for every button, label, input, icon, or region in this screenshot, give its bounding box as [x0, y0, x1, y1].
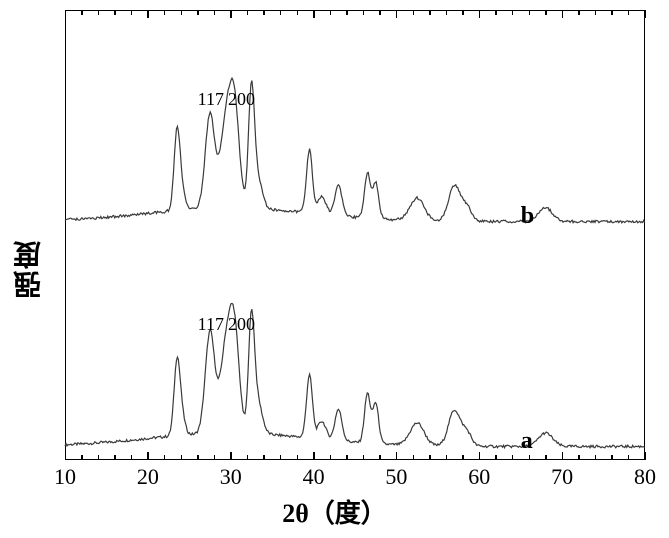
x-tick-top [446, 10, 448, 15]
x-tick-top [545, 10, 547, 15]
x-tick [429, 455, 431, 460]
x-tick-top [512, 10, 514, 15]
x-tick-top [595, 10, 597, 15]
peak-label-200: 200 [228, 89, 255, 110]
x-tick-top [330, 10, 332, 15]
x-tick [164, 455, 166, 460]
x-tick-top [147, 10, 149, 18]
x-tick [495, 455, 497, 460]
x-tick [297, 455, 299, 460]
x-tick [65, 452, 67, 460]
x-tick [114, 455, 116, 460]
x-tick [545, 455, 547, 460]
x-tick-label: 10 [54, 464, 76, 490]
x-tick-top [181, 10, 183, 15]
x-tick [263, 455, 265, 460]
x-tick [230, 452, 232, 460]
x-tick [512, 455, 514, 460]
x-tick [529, 455, 531, 460]
x-tick-top [230, 10, 232, 18]
x-tick-top [214, 10, 216, 15]
peak-label-117: 117 [198, 314, 224, 335]
x-tick [479, 452, 481, 460]
xrd-spectrum-a [65, 303, 645, 447]
x-tick [313, 452, 315, 460]
x-tick-top [297, 10, 299, 15]
x-tick [446, 455, 448, 460]
x-tick-label: 70 [551, 464, 573, 490]
x-tick-top [578, 10, 580, 15]
x-axis-value: 2θ [282, 499, 309, 528]
x-tick-top [495, 10, 497, 15]
x-tick [595, 455, 597, 460]
x-tick [462, 455, 464, 460]
chart-svg [0, 0, 669, 538]
x-tick [181, 455, 183, 460]
x-tick [131, 455, 133, 460]
x-tick-top [413, 10, 415, 15]
x-tick-label: 60 [468, 464, 490, 490]
x-tick-top [562, 10, 564, 18]
x-tick-top [645, 10, 647, 18]
x-tick-top [98, 10, 100, 15]
x-tick [363, 455, 365, 460]
x-tick [396, 452, 398, 460]
x-tick-top [114, 10, 116, 15]
x-tick [611, 455, 613, 460]
series-label-b: b [521, 203, 534, 230]
xrd-spectrum-b [65, 78, 645, 223]
x-tick [330, 455, 332, 460]
x-tick [147, 452, 149, 460]
x-tick-top [479, 10, 481, 18]
x-tick-top [263, 10, 265, 15]
peak-label-200: 200 [228, 314, 255, 335]
x-tick-label: 80 [634, 464, 656, 490]
x-axis-label: 2θ（度） [282, 493, 387, 530]
x-tick-top [396, 10, 398, 18]
x-tick [379, 455, 381, 460]
x-tick-label: 40 [303, 464, 325, 490]
x-tick-top [363, 10, 365, 15]
x-tick-top [628, 10, 630, 15]
x-tick-top [429, 10, 431, 15]
x-tick-top [611, 10, 613, 15]
x-tick-top [529, 10, 531, 15]
x-tick [214, 455, 216, 460]
x-tick [98, 455, 100, 460]
x-tick-top [164, 10, 166, 15]
series-label-a: a [521, 428, 533, 455]
x-tick-top [379, 10, 381, 15]
x-tick-label: 50 [385, 464, 407, 490]
x-tick-top [247, 10, 249, 15]
x-tick [346, 455, 348, 460]
x-tick-label: 20 [137, 464, 159, 490]
x-tick [81, 455, 83, 460]
peak-label-117: 117 [198, 89, 224, 110]
x-tick-top [81, 10, 83, 15]
x-tick-top [131, 10, 133, 15]
x-tick [628, 455, 630, 460]
x-axis-unit: （度） [309, 499, 387, 528]
x-tick-top [346, 10, 348, 15]
x-tick-top [197, 10, 199, 15]
x-tick-top [462, 10, 464, 15]
x-tick [280, 455, 282, 460]
xrd-chart: 强度 1020304050607080 2θ（度） a117200b117200 [0, 0, 669, 538]
x-tick [247, 455, 249, 460]
x-tick [578, 455, 580, 460]
x-tick [562, 452, 564, 460]
x-tick-top [313, 10, 315, 18]
x-tick [645, 452, 647, 460]
x-tick-label: 30 [220, 464, 242, 490]
x-tick-top [280, 10, 282, 15]
x-tick [197, 455, 199, 460]
x-tick-top [65, 10, 67, 18]
x-tick [413, 455, 415, 460]
